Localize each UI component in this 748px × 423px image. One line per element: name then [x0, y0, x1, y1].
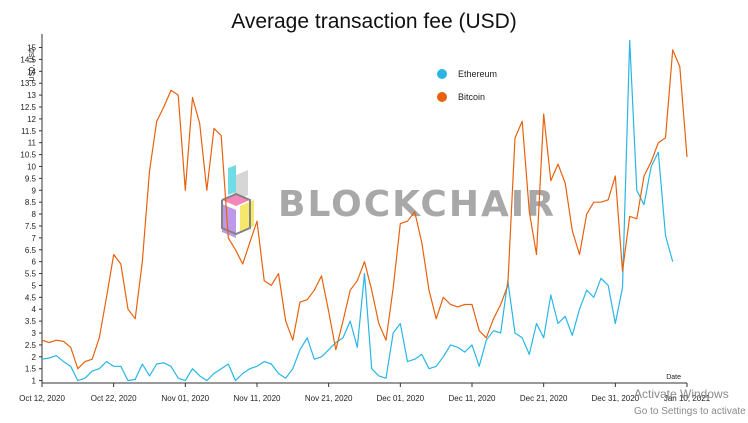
y-tick-label: 7.5: [25, 222, 37, 231]
y-axis-title: USD, USD: [29, 48, 36, 81]
y-tick-label: 4.5: [25, 293, 37, 302]
axes: 11.522.533.544.555.566.577.588.599.51010…: [19, 34, 711, 403]
y-tick-label: 3.5: [25, 317, 37, 326]
y-tick-label: 10.5: [20, 151, 36, 160]
activate-windows-subtext: Go to Settings to activate Windows.: [634, 406, 748, 417]
y-tick-label: 5.5: [25, 270, 37, 279]
y-tick-label: 6.5: [25, 246, 37, 255]
y-tick-label: 9: [32, 186, 37, 195]
chart-title: Average transaction fee (USD): [231, 10, 517, 33]
cube-face-cyan: [228, 165, 236, 195]
os-activation-overlay: Activate Windows Go to Settings to activ…: [634, 387, 748, 417]
y-tick-label: 9.5: [25, 174, 37, 183]
blockchair-watermark: BLOCKCHAIR: [221, 165, 556, 238]
y-tick-label: 12: [27, 115, 36, 124]
y-tick-label: 12.5: [20, 103, 36, 112]
x-tick-label: Dec 11, 2020: [449, 394, 497, 403]
x-tick-label: Nov 21, 2020: [305, 394, 353, 403]
x-tick-label: Oct 22, 2020: [91, 394, 137, 403]
y-tick-label: 2: [32, 353, 37, 362]
y-tick-label: 8: [32, 210, 37, 219]
legend-label-bitcoin: Bitcoin: [458, 92, 485, 102]
y-tick-label: 6: [32, 258, 37, 267]
x-tick-label: Jan 10, 2021: [664, 394, 711, 403]
legend-marker-ethereum: [437, 69, 447, 79]
series-layer: [41, 39, 688, 382]
x-tick-label: Nov 01, 2020: [162, 394, 210, 403]
y-tick-label: 10: [27, 162, 36, 171]
x-tick-label: Dec 21, 2020: [520, 394, 568, 403]
y-tick-label: 3: [32, 329, 37, 338]
cube-outline: [221, 192, 251, 236]
y-tick-label: 11.5: [21, 127, 37, 136]
y-tick-label: 13: [27, 91, 36, 100]
blockchair-cube-logo: [221, 165, 254, 238]
watermark-text: BLOCKCHAIR: [278, 184, 556, 225]
series-line-bitcoin: [41, 49, 688, 370]
x-tick-label: Nov 11, 2020: [234, 394, 282, 403]
y-tick-label: 13.5: [20, 79, 36, 88]
y-tick-label: 14: [27, 67, 36, 76]
x-axis-title: Date: [666, 374, 681, 381]
x-tick-label: Dec 01, 2020: [377, 394, 425, 403]
activate-windows-text: Activate Windows: [634, 387, 729, 401]
y-tick-label: 11: [28, 139, 37, 148]
y-tick-label: 15: [27, 44, 36, 53]
y-tick-label: 1.5: [25, 365, 37, 374]
cube-face-yellow: [240, 200, 254, 232]
legend: Ethereum Bitcoin: [437, 69, 497, 102]
y-tick-label: 8.5: [25, 198, 37, 207]
x-tick-label: Dec 31, 2020: [592, 394, 640, 403]
y-tick-label: 2.5: [25, 341, 37, 350]
y-tick-label: 4: [32, 305, 37, 314]
legend-label-ethereum: Ethereum: [458, 69, 497, 79]
cube-face-top: [234, 170, 248, 201]
y-tick-label: 1: [32, 377, 37, 386]
series-line-ethereum: [41, 39, 674, 382]
legend-marker-bitcoin: [437, 92, 447, 102]
y-tick-label: 7: [32, 234, 37, 243]
y-tick-label: 14.5: [20, 55, 36, 64]
x-tick-label: Oct 12, 2020: [19, 394, 65, 403]
y-tick-label: 5: [32, 281, 37, 290]
